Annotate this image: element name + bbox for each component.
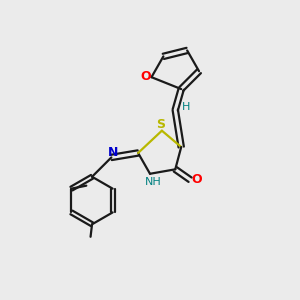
Text: S: S: [156, 118, 165, 131]
Text: NH: NH: [145, 177, 162, 187]
Text: O: O: [140, 70, 151, 83]
Text: O: O: [191, 172, 202, 186]
Text: N: N: [108, 146, 118, 159]
Text: H: H: [182, 103, 190, 112]
